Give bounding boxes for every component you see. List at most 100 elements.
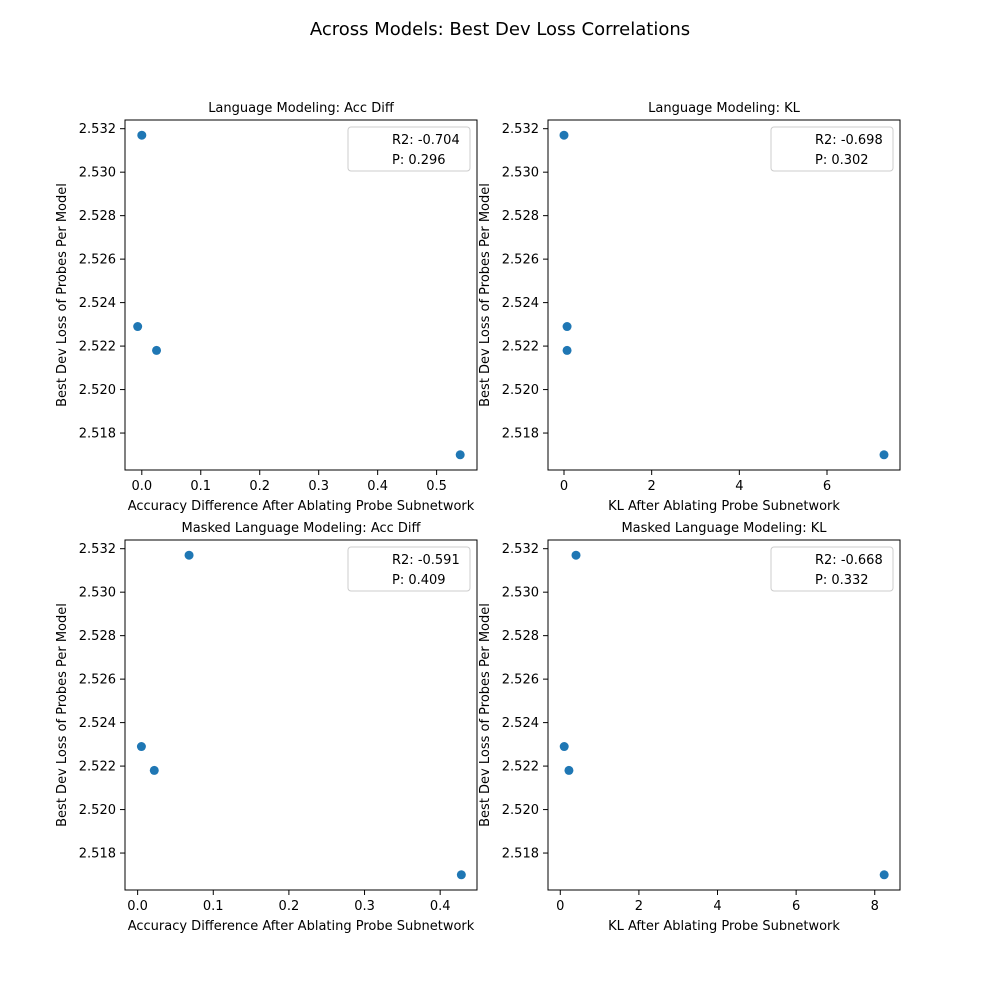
legend-entry: R2: -0.698 — [815, 133, 883, 148]
x-tick-label: 8 — [871, 899, 879, 914]
x-axis-label: KL After Ablating Probe Subnetwork — [608, 499, 840, 514]
legend-box — [347, 126, 471, 172]
scatter-point — [562, 322, 572, 332]
y-tick-label: 2.528 — [502, 209, 539, 224]
figure-title: Across Models: Best Dev Loss Correlation… — [310, 19, 690, 40]
y-axis-label: Best Dev Loss of Probes Per Model — [478, 603, 493, 827]
x-tick-label: 0.3 — [354, 899, 375, 914]
y-tick-label: 2.528 — [502, 629, 539, 644]
legend-box — [770, 546, 894, 592]
x-axis-label: Accuracy Difference After Ablating Probe… — [128, 919, 475, 934]
x-tick-label: 2 — [648, 479, 656, 494]
subplot-4: Masked Language Modeling: KL 0 2 4 6 8 2.518 2.… — [478, 521, 901, 934]
scatter-point — [137, 130, 147, 140]
subplot-title: Masked Language Modeling: Acc Diff — [181, 521, 421, 536]
scatter-point — [133, 322, 143, 332]
y-tick-label: 2.520 — [79, 383, 116, 398]
x-tick-label: 0.4 — [367, 479, 388, 494]
y-tick-label: 2.522 — [502, 340, 539, 355]
scatter-point — [564, 765, 574, 775]
y-tick-label: 2.526 — [502, 673, 539, 688]
scatter-point — [456, 870, 466, 880]
y-tick-label: 2.532 — [502, 122, 539, 137]
y-tick-label: 2.532 — [502, 542, 539, 557]
y-tick-label: 2.522 — [502, 760, 539, 775]
scatter-point — [879, 450, 889, 460]
x-tick-label: 4 — [713, 899, 721, 914]
x-tick-label: 0.2 — [279, 899, 300, 914]
y-tick-label: 2.532 — [79, 122, 116, 137]
legend: R2: -0.704 P: 0.296 — [347, 126, 471, 172]
y-tick-label: 2.524 — [79, 296, 116, 311]
axes-frame — [547, 119, 901, 471]
x-tick-label: 0.3 — [308, 479, 329, 494]
subplot-grid: Language Modeling: Acc Diff 0.0 0.1 0.2 0.3 0… — [55, 101, 901, 934]
x-tick-label: 0 — [556, 899, 564, 914]
scatter-point — [136, 742, 146, 752]
legend: R2: -0.698 P: 0.302 — [770, 126, 894, 172]
y-tick-label: 2.520 — [79, 803, 116, 818]
x-tick-label: 0.1 — [190, 479, 211, 494]
y-tick-label: 2.526 — [79, 253, 116, 268]
legend-entry: P: 0.302 — [815, 153, 869, 168]
legend-entry: P: 0.332 — [815, 573, 869, 588]
y-tick-label: 2.520 — [502, 383, 539, 398]
scatter-point — [559, 742, 569, 752]
y-tick-label: 2.526 — [502, 253, 539, 268]
y-tick-label: 2.526 — [79, 673, 116, 688]
y-tick-label: 2.530 — [502, 586, 539, 601]
x-tick-label: 0.2 — [249, 479, 270, 494]
scatter-point — [455, 450, 465, 460]
x-tick-label: 0.0 — [131, 479, 152, 494]
legend-entry: R2: -0.591 — [392, 553, 460, 568]
y-tick-label: 2.518 — [79, 427, 116, 442]
y-tick-label: 2.530 — [502, 166, 539, 181]
y-tick-label: 2.524 — [502, 716, 539, 731]
scatter-point — [571, 550, 581, 560]
scatter-point — [152, 345, 162, 355]
y-tick-label: 2.522 — [79, 340, 116, 355]
x-axis-label: Accuracy Difference After Ablating Probe… — [128, 499, 475, 514]
y-tick-label: 2.518 — [79, 847, 116, 862]
legend: R2: -0.591 P: 0.409 — [347, 546, 471, 592]
y-tick-label: 2.518 — [502, 847, 539, 862]
legend-entry: R2: -0.704 — [392, 133, 460, 148]
y-axis-label: Best Dev Loss of Probes Per Model — [478, 183, 493, 407]
y-tick-label: 2.524 — [502, 296, 539, 311]
y-tick-label: 2.532 — [79, 542, 116, 557]
scatter-point — [879, 870, 889, 880]
y-axis-label: Best Dev Loss of Probes Per Model — [55, 603, 70, 827]
legend-box — [770, 126, 894, 172]
x-tick-label: 0.0 — [127, 899, 148, 914]
y-tick-label: 2.518 — [502, 427, 539, 442]
x-tick-label: 4 — [735, 479, 743, 494]
legend-entry: P: 0.296 — [392, 153, 446, 168]
x-tick-label: 0.1 — [203, 899, 224, 914]
x-axis-label: KL After Ablating Probe Subnetwork — [608, 919, 840, 934]
legend-box — [347, 546, 471, 592]
x-tick-label: 0.5 — [426, 479, 447, 494]
y-tick-label: 2.530 — [79, 586, 116, 601]
y-tick-label: 2.528 — [79, 209, 116, 224]
axes-frame — [124, 119, 478, 471]
subplot-title: Language Modeling: Acc Diff — [208, 101, 395, 116]
x-tick-label: 0.4 — [430, 899, 451, 914]
scatter-point — [149, 765, 159, 775]
y-tick-label: 2.530 — [79, 166, 116, 181]
y-tick-label: 2.520 — [502, 803, 539, 818]
x-tick-label: 2 — [635, 899, 643, 914]
subplot-1: Language Modeling: Acc Diff 0.0 0.1 0.2 0.3 0… — [55, 101, 478, 514]
y-tick-label: 2.528 — [79, 629, 116, 644]
subplot-title: Language Modeling: KL — [648, 101, 800, 116]
x-tick-label: 0 — [560, 479, 568, 494]
x-tick-label: 6 — [823, 479, 831, 494]
y-axis-label: Best Dev Loss of Probes Per Model — [55, 183, 70, 407]
legend: R2: -0.668 P: 0.332 — [770, 546, 894, 592]
axes-frame — [547, 539, 901, 891]
subplot-2: Language Modeling: KL 0 2 4 6 2.518 2.520 2.522… — [478, 101, 901, 514]
axes-frame — [124, 539, 478, 891]
scatter-point — [184, 550, 194, 560]
x-tick-label: 6 — [792, 899, 800, 914]
subplot-title: Masked Language Modeling: KL — [621, 521, 827, 536]
